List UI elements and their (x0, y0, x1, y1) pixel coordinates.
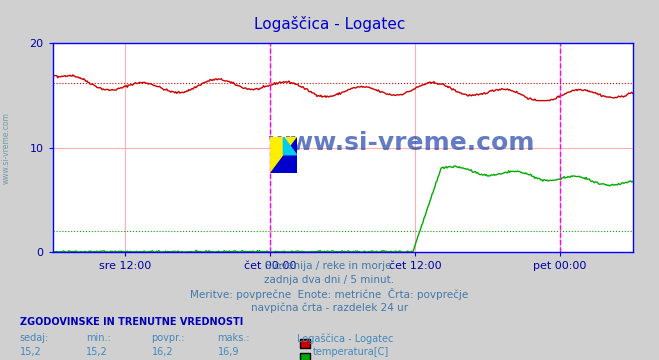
Polygon shape (270, 137, 297, 173)
Text: 15,2: 15,2 (86, 347, 107, 357)
Text: 15,2: 15,2 (20, 347, 42, 357)
Text: www.si-vreme.com: www.si-vreme.com (268, 131, 535, 156)
Text: maks.:: maks.: (217, 333, 250, 343)
Text: 16,2: 16,2 (152, 347, 173, 357)
Text: Logaščica - Logatec: Logaščica - Logatec (254, 16, 405, 32)
Polygon shape (270, 137, 297, 173)
Text: sedaj:: sedaj: (20, 333, 49, 343)
Text: Logaščica - Logatec: Logaščica - Logatec (297, 333, 393, 343)
Text: min.:: min.: (86, 333, 111, 343)
Text: ZGODOVINSKE IN TRENUTNE VREDNOSTI: ZGODOVINSKE IN TRENUTNE VREDNOSTI (20, 317, 243, 327)
Text: povpr.:: povpr.: (152, 333, 185, 343)
Text: navpična črta - razdelek 24 ur: navpična črta - razdelek 24 ur (251, 302, 408, 312)
Text: Slovenija / reke in morje.: Slovenija / reke in morje. (264, 261, 395, 271)
Polygon shape (283, 137, 297, 155)
Text: Meritve: povprečne  Enote: metrične  Črta: povprečje: Meritve: povprečne Enote: metrične Črta:… (190, 288, 469, 300)
Text: www.si-vreme.com: www.si-vreme.com (2, 112, 11, 184)
Text: zadnja dva dni / 5 minut.: zadnja dva dni / 5 minut. (264, 275, 395, 285)
Text: 16,9: 16,9 (217, 347, 239, 357)
Text: temperatura[C]: temperatura[C] (313, 347, 389, 357)
